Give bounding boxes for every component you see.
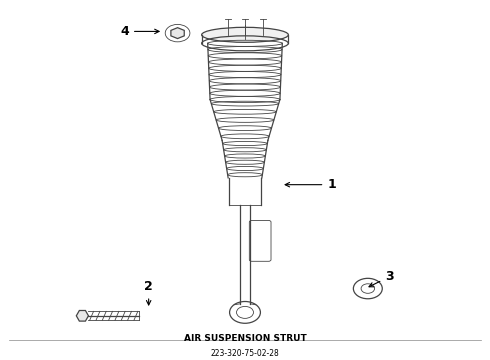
- Text: 1: 1: [285, 178, 336, 191]
- Polygon shape: [76, 310, 89, 321]
- Text: 2: 2: [144, 280, 153, 305]
- Polygon shape: [171, 28, 184, 39]
- Ellipse shape: [202, 27, 288, 42]
- Text: 4: 4: [120, 25, 159, 38]
- Text: AIR SUSPENSION STRUT: AIR SUSPENSION STRUT: [184, 334, 306, 343]
- Text: 223-320-75-02-28: 223-320-75-02-28: [211, 349, 279, 358]
- Text: 3: 3: [369, 270, 394, 287]
